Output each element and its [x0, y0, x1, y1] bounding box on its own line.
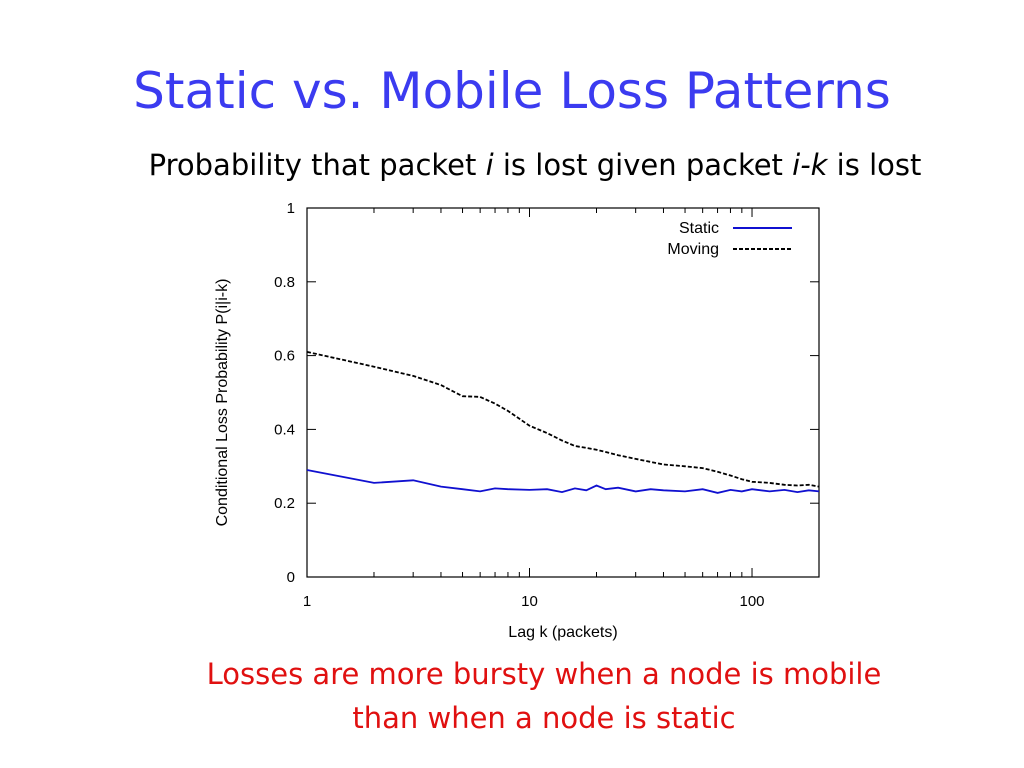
x-tick-label: 1 — [303, 593, 311, 610]
x-tick-label: 100 — [740, 593, 765, 610]
subtitle-part-2: is lost given packet — [493, 148, 793, 182]
slide-title: Static vs. Mobile Loss Patterns — [133, 62, 891, 120]
y-tick-label: 0.8 — [274, 274, 295, 291]
legend-label-static: Static — [679, 220, 719, 237]
legend-label-moving: Moving — [667, 241, 719, 258]
y-tick-label: 0.2 — [274, 495, 295, 512]
subtitle-part-1: Probability that packet — [148, 148, 486, 182]
subtitle-var-i: i — [485, 148, 494, 182]
y-tick-label: 1 — [287, 200, 295, 217]
series-line-moving — [306, 351, 820, 488]
y-tick-label: 0.4 — [274, 421, 295, 438]
subtitle-part-3: is lost — [827, 148, 922, 182]
series-line-static — [306, 469, 820, 494]
subtitle-var-i-k: i-k — [792, 148, 828, 182]
x-tick-label: 10 — [521, 593, 538, 610]
x-axis-label: Lag k (packets) — [508, 624, 617, 641]
y-axis-label: Conditional Loss Probability P(i|i-k) — [214, 279, 231, 527]
conclusion-line-1: Losses are more bursty when a node is mo… — [206, 657, 882, 691]
conclusion-line-2: than when a node is static — [352, 701, 736, 735]
y-tick-label: 0 — [287, 569, 295, 586]
plot-frame — [306, 207, 820, 578]
y-tick-label: 0.6 — [274, 348, 295, 365]
conclusion-note: Losses are more bursty when a node is mo… — [0, 652, 1024, 740]
slide-subtitle: Probability that packet i is lost given … — [0, 148, 1024, 182]
